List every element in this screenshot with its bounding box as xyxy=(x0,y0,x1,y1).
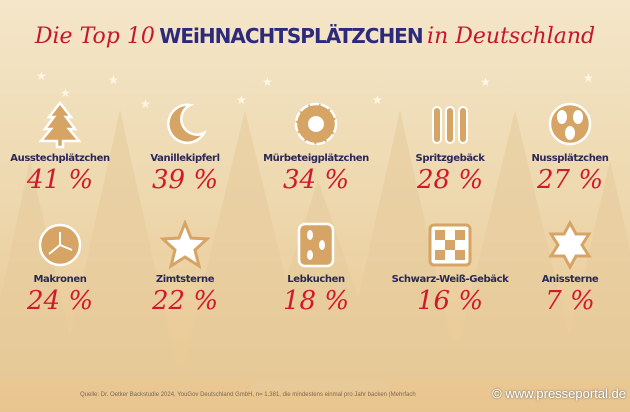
cookie-name: Anissterne xyxy=(541,274,599,285)
svg-text:★: ★ xyxy=(108,73,119,87)
cookie-item: Mürbeteigplätzchen 34 % xyxy=(256,99,376,195)
watermark: © www.presseportal.de xyxy=(492,386,626,401)
piped-cookie-icon xyxy=(432,106,468,144)
cookie-percent: 28 % xyxy=(416,165,484,195)
cookie-name: Mürbeteigplätzchen xyxy=(263,153,369,164)
cookie-name: Nussplätzchen xyxy=(531,153,609,164)
cookie-percent: 22 % xyxy=(151,286,219,316)
cookie-percent: 24 % xyxy=(26,286,94,316)
crescent-cookie-icon xyxy=(167,103,208,145)
cookie-item: Vanillekipferl 39 % xyxy=(125,99,245,195)
title-part-2: WEiHNACHTSPLÄTZCHEN xyxy=(159,24,423,48)
macaroon-icon xyxy=(38,223,82,267)
cookie-percent: 16 % xyxy=(416,286,484,316)
title-part-3: in Deutschland xyxy=(427,24,596,49)
page-title: Die Top 10 WEiHNACHTSPLÄTZCHEN in Deutsc… xyxy=(10,18,620,57)
cookie-item: Lebkuchen 18 % xyxy=(256,220,376,316)
svg-text:★: ★ xyxy=(480,75,491,89)
cookie-name: Spritzgebäck xyxy=(415,153,485,164)
checkerboard-cookie-icon xyxy=(428,223,472,267)
cookie-item: Makronen 24 % xyxy=(0,220,120,316)
flower-cookie-icon xyxy=(294,102,338,146)
gingerbread-icon xyxy=(297,222,335,268)
anise-star-icon xyxy=(548,220,592,270)
cookie-item: Nussplätzchen 27 % xyxy=(510,99,630,195)
star-cookie-icon xyxy=(160,220,210,270)
cookie-item: Schwarz-Weiß-Gebäck 16 % xyxy=(390,220,510,316)
cookie-item: Zimtsterne 22 % xyxy=(125,220,245,316)
cookie-percent: 34 % xyxy=(282,165,350,195)
cookie-name: Vanillekipferl xyxy=(150,153,220,164)
cookie-percent: 39 % xyxy=(151,165,219,195)
cookie-percent: 27 % xyxy=(536,165,604,195)
cookie-name: Makronen xyxy=(33,274,87,285)
svg-text:★: ★ xyxy=(140,97,151,111)
cookie-name: Ausstechplätzchen xyxy=(10,153,110,164)
title-part-1: Die Top 10 xyxy=(34,24,155,49)
cookie-percent: 7 % xyxy=(545,286,595,316)
svg-text:★: ★ xyxy=(583,71,594,85)
svg-text:★: ★ xyxy=(36,69,47,83)
svg-text:★: ★ xyxy=(236,93,247,107)
cookie-name: Lebkuchen xyxy=(287,274,345,285)
cookie-name: Schwarz-Weiß-Gebäck xyxy=(391,274,509,285)
cookie-item: Ausstechplätzchen 41 % xyxy=(0,99,120,195)
nut-cookie-icon xyxy=(548,102,592,146)
svg-text:★: ★ xyxy=(262,75,273,89)
svg-text:★: ★ xyxy=(60,86,71,100)
cookie-item: Spritzgebäck 28 % xyxy=(390,99,510,195)
cookie-percent: 41 % xyxy=(26,165,94,195)
cookie-item: Anissterne 7 % xyxy=(510,220,630,316)
svg-text:★: ★ xyxy=(372,93,383,107)
source-note: Quelle: Dr. Oetker Backstudie 2024, YouG… xyxy=(80,392,416,398)
cookie-percent: 18 % xyxy=(282,286,350,316)
christmas-tree-cookie-icon xyxy=(38,100,82,149)
cookie-name: Zimtsterne xyxy=(155,274,215,285)
